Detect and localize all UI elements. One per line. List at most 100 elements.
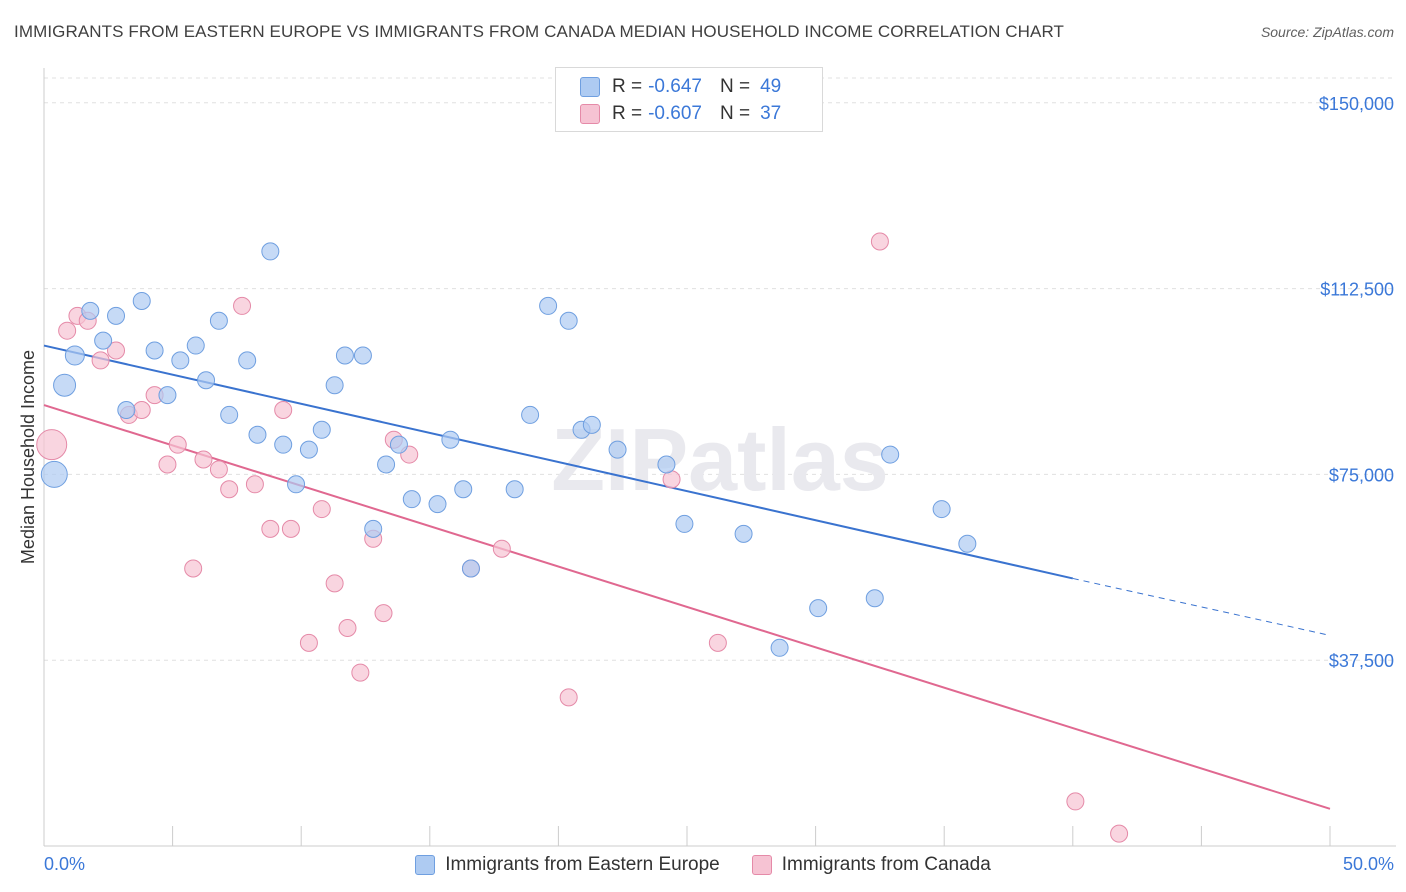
- point-eastern-europe: [364, 519, 383, 538]
- point-eastern-europe: [865, 589, 884, 608]
- point-canada: [274, 400, 293, 419]
- legend-n-value: 37: [760, 103, 782, 124]
- point-eastern-europe: [238, 351, 257, 370]
- legend-n-label: N =: [719, 103, 751, 124]
- point-eastern-europe: [158, 386, 177, 405]
- point-eastern-europe: [220, 405, 239, 424]
- point-eastern-europe: [274, 435, 293, 454]
- point-eastern-europe: [335, 346, 354, 365]
- series-legend: Immigrants from Eastern Europe Immigrant…: [0, 852, 1406, 878]
- point-canada: [194, 450, 213, 469]
- chart-title: IMMIGRANTS FROM EASTERN EUROPE VS IMMIGR…: [14, 22, 1065, 41]
- point-canada: [36, 429, 68, 461]
- trend-line-eastern-europe-extension: [1072, 577, 1331, 636]
- point-eastern-europe: [197, 371, 216, 390]
- point-canada: [245, 475, 264, 494]
- point-canada: [338, 618, 357, 637]
- point-eastern-europe: [53, 373, 77, 397]
- point-eastern-europe: [248, 425, 267, 444]
- watermark: ZIPatlas: [551, 410, 888, 509]
- point-eastern-europe: [171, 351, 190, 370]
- y-tick-label: $75,000: [1329, 465, 1394, 485]
- point-eastern-europe: [117, 400, 136, 419]
- point-layer: [36, 232, 1129, 843]
- series-legend-eastern-europe: Immigrants from Eastern Europe: [415, 854, 720, 876]
- point-eastern-europe: [521, 405, 540, 424]
- point-canada: [559, 688, 578, 707]
- point-eastern-europe: [325, 376, 344, 395]
- point-eastern-europe: [94, 331, 113, 350]
- legend-r-label: R =: [612, 76, 643, 97]
- legend-r-value: -0.647: [648, 76, 702, 97]
- point-canada: [281, 519, 300, 538]
- point-canada: [168, 435, 187, 454]
- point-canada: [91, 351, 110, 370]
- point-eastern-europe: [932, 500, 951, 519]
- point-canada: [312, 500, 331, 519]
- correlation-legend: R = -0.647 N = 49 R = -0.607 N = 37: [555, 67, 823, 132]
- series-swatch-blue: [415, 855, 436, 875]
- point-eastern-europe: [312, 420, 331, 439]
- point-canada: [299, 633, 318, 652]
- point-canada: [325, 574, 344, 593]
- point-canada: [870, 232, 889, 251]
- point-eastern-europe: [675, 514, 694, 533]
- point-eastern-europe: [559, 311, 578, 330]
- point-canada: [132, 400, 151, 419]
- trend-line-eastern-europe: [43, 344, 1074, 580]
- point-eastern-europe: [881, 445, 900, 464]
- series-legend-label: Immigrants from Canada: [781, 854, 991, 875]
- point-canada: [374, 604, 393, 623]
- y-tick-label: $112,500: [1320, 280, 1394, 300]
- x-tick-label: 0.0%: [44, 854, 85, 874]
- legend-r-value: -0.607: [648, 103, 702, 124]
- point-eastern-europe: [261, 242, 280, 261]
- point-canada: [233, 296, 252, 315]
- point-canada: [1110, 824, 1129, 843]
- point-canada: [184, 559, 203, 578]
- y-tick-label: $37,500: [1329, 651, 1394, 671]
- series-legend-label: Immigrants from Eastern Europe: [445, 854, 720, 875]
- point-canada: [1066, 792, 1085, 811]
- point-canada: [708, 633, 727, 652]
- x-tick-label: 50.0%: [1343, 854, 1394, 874]
- point-eastern-europe: [145, 341, 164, 360]
- point-canada: [351, 663, 370, 682]
- point-eastern-europe: [377, 455, 396, 474]
- point-eastern-europe: [582, 415, 601, 434]
- source-credit: Source: ZipAtlas.com: [1260, 24, 1394, 40]
- point-eastern-europe: [186, 336, 205, 355]
- tick-label-layer: $37,500 $75,000 $112,500 $150,000 0.0% 50.0%: [44, 94, 1394, 874]
- point-eastern-europe: [770, 638, 789, 657]
- point-canada: [261, 519, 280, 538]
- trend-line-canada: [43, 404, 1331, 810]
- point-eastern-europe: [657, 455, 676, 474]
- y-axis-label: Median Household Income: [18, 350, 38, 564]
- point-eastern-europe: [441, 430, 460, 449]
- legend-swatch-blue: [580, 77, 600, 97]
- point-eastern-europe: [734, 524, 753, 543]
- point-canada: [58, 321, 77, 340]
- point-canada: [107, 341, 126, 360]
- point-eastern-europe: [539, 296, 558, 315]
- series-swatch-pink: [751, 855, 772, 875]
- point-eastern-europe: [107, 306, 126, 325]
- point-eastern-europe: [209, 311, 228, 330]
- point-eastern-europe: [299, 440, 318, 459]
- series-legend-canada: Immigrants from Canada: [751, 854, 991, 876]
- point-canada: [158, 455, 177, 474]
- legend-swatch-pink: [580, 104, 600, 124]
- legend-row-eastern-europe: R = -0.647 N = 49: [580, 74, 781, 100]
- point-eastern-europe: [428, 495, 447, 514]
- legend-n-label: N =: [719, 76, 751, 97]
- legend-row-canada: R = -0.607 N = 37: [580, 101, 781, 127]
- axis-layer: [43, 68, 1396, 847]
- point-eastern-europe: [608, 440, 627, 459]
- point-eastern-europe: [81, 301, 100, 320]
- point-eastern-europe: [454, 480, 473, 499]
- point-eastern-europe: [402, 490, 421, 509]
- point-eastern-europe: [505, 480, 524, 499]
- point-canada: [492, 539, 511, 558]
- point-eastern-europe: [132, 291, 151, 310]
- trend-layer: [43, 344, 1331, 810]
